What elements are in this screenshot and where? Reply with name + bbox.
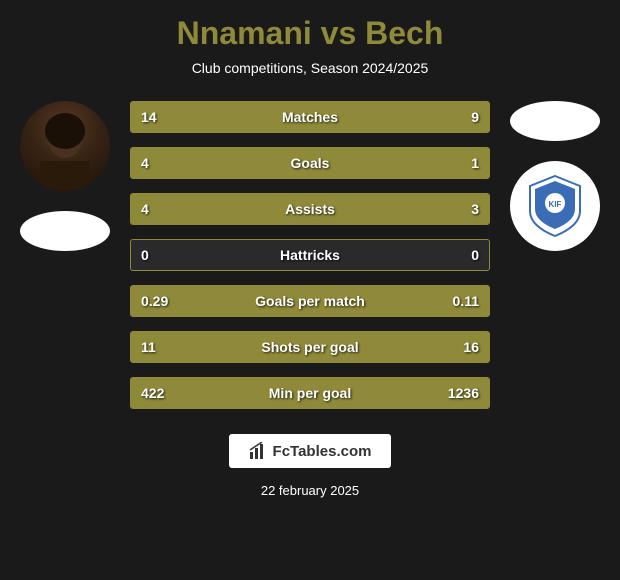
subtitle: Club competitions, Season 2024/2025 bbox=[192, 60, 429, 76]
stat-value-left: 0 bbox=[141, 247, 149, 263]
stat-value-right: 1 bbox=[471, 155, 479, 171]
footer-date: 22 february 2025 bbox=[261, 483, 359, 498]
stat-value-right: 16 bbox=[463, 339, 479, 355]
page-title: Nnamani vs Bech bbox=[177, 15, 444, 52]
player-left-avatar bbox=[20, 101, 110, 191]
stat-label: Goals per match bbox=[255, 293, 365, 309]
stat-label: Shots per goal bbox=[261, 339, 358, 355]
stat-row: 4 3 Assists bbox=[130, 193, 490, 225]
stat-label: Hattricks bbox=[280, 247, 340, 263]
stat-value-right: 0.11 bbox=[453, 293, 479, 309]
stat-row: 4 1 Goals bbox=[130, 147, 490, 179]
stat-value-right: 0 bbox=[471, 247, 479, 263]
stat-row: 11 16 Shots per goal bbox=[130, 331, 490, 363]
stat-value-left: 4 bbox=[141, 201, 149, 217]
player-right-club-badge: KIF bbox=[510, 161, 600, 251]
stats-area: 14 9 Matches 4 1 Goals 4 3 Assists 0 0 Hattricks 0.2… bbox=[0, 101, 620, 409]
stat-value-left: 4 bbox=[141, 155, 149, 171]
stat-row: 0 0 Hattricks bbox=[130, 239, 490, 271]
stat-label: Assists bbox=[285, 201, 335, 217]
svg-text:KIF: KIF bbox=[549, 200, 562, 209]
stat-value-right: 3 bbox=[471, 201, 479, 217]
stat-bar-right-fill bbox=[335, 194, 489, 224]
stat-label: Min per goal bbox=[269, 385, 351, 401]
stat-value-left: 11 bbox=[141, 339, 156, 355]
player-right-column: KIF bbox=[505, 101, 605, 251]
stat-bar-right-fill bbox=[349, 102, 489, 132]
stat-row: 422 1236 Min per goal bbox=[130, 377, 490, 409]
stat-bars: 14 9 Matches 4 1 Goals 4 3 Assists 0 0 Hattricks 0.2… bbox=[130, 101, 490, 409]
stat-value-left: 0.29 bbox=[141, 293, 168, 309]
chart-icon bbox=[249, 442, 267, 460]
stat-value-left: 422 bbox=[141, 385, 164, 401]
brand-text: FcTables.com bbox=[273, 443, 372, 460]
stat-label: Matches bbox=[282, 109, 338, 125]
player-left-club-badge bbox=[20, 211, 110, 251]
player-right-avatar-placeholder bbox=[510, 101, 600, 141]
stat-value-left: 14 bbox=[141, 109, 157, 125]
stat-bar-left-fill bbox=[131, 148, 417, 178]
brand-logo[interactable]: FcTables.com bbox=[229, 434, 392, 468]
stat-row: 0.29 0.11 Goals per match bbox=[130, 285, 490, 317]
stat-value-right: 1236 bbox=[448, 385, 479, 401]
stat-row: 14 9 Matches bbox=[130, 101, 490, 133]
stat-label: Goals bbox=[291, 155, 330, 171]
player-left-column bbox=[15, 101, 115, 251]
stat-value-right: 9 bbox=[471, 109, 479, 125]
